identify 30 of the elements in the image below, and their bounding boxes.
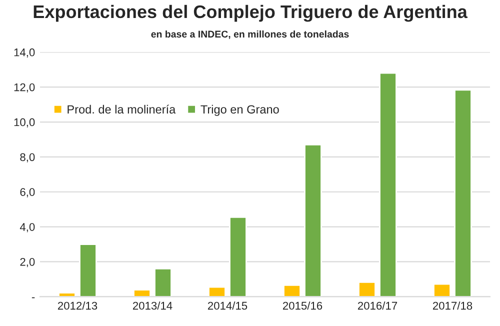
y-tick-label: 14,0 [14,48,35,58]
bar [154,268,172,297]
x-tick-label: 2016/17 [358,302,398,310]
bar [283,284,301,297]
bar [133,289,151,297]
y-tick-label: 8,0 [20,153,35,162]
bar [79,244,97,297]
x-tick-label: 2017/18 [432,302,472,310]
legend-label: Trigo en Grano [200,104,279,116]
bar [454,89,472,297]
y-tick-label: 12,0 [14,83,35,93]
bar [229,216,247,297]
y-tick-label: 10,0 [14,118,35,128]
bar [304,144,322,297]
bar [358,281,376,297]
chart-title: Exportaciones del Complejo Triguero de Argentina [34,4,468,22]
y-tick-label: 2,0 [20,258,35,268]
bar [58,292,76,297]
y-tick-label: 6,0 [20,188,35,198]
y-tick-label: 4,0 [20,223,35,232]
x-tick-label: 2015/16 [282,302,322,310]
y-tick-label: - [32,297,35,298]
x-tick-label: 2013/14 [132,302,172,310]
chart-subtitle: en base a INDEC, en millones de toneladas [151,30,349,39]
bar [379,72,397,297]
x-tick-label: 2014/15 [208,302,248,310]
x-tick-label: 2012/13 [58,302,98,310]
bar [208,286,226,297]
bar [433,283,451,297]
legend-label: Prod. de la molinería [68,104,176,114]
